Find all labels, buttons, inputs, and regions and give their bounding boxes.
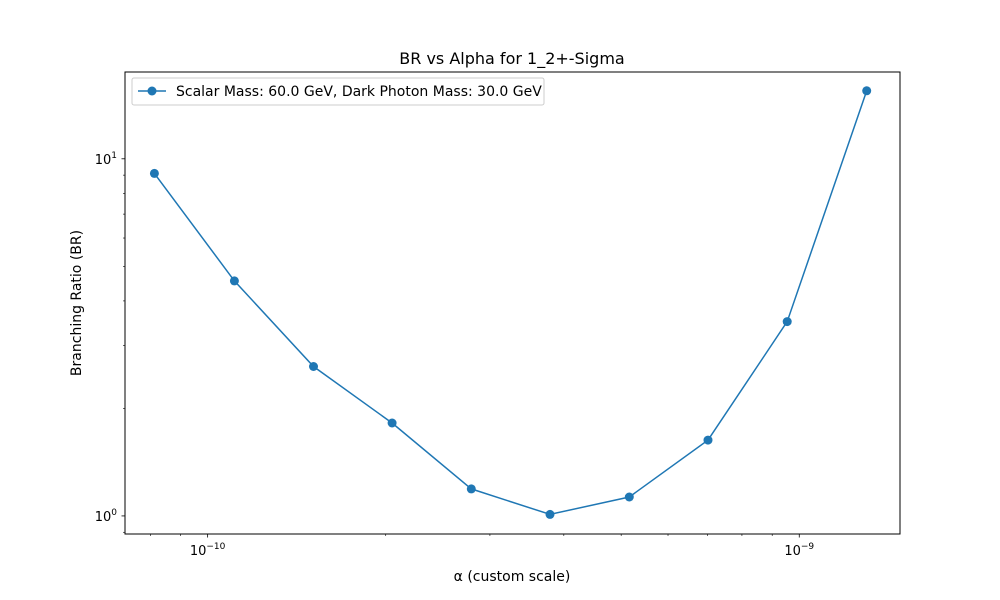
y-axis-label: Branching Ratio (BR) bbox=[69, 230, 85, 376]
series-line bbox=[153, 90, 868, 516]
data-point bbox=[624, 492, 634, 502]
plot-area-frame bbox=[124, 71, 901, 535]
data-point bbox=[862, 86, 872, 96]
data-point bbox=[545, 509, 555, 519]
chart-title: BR vs Alpha for 1_2+-Sigma bbox=[399, 49, 624, 69]
y-axis-ticks: 100 101 bbox=[95, 151, 125, 533]
data-point bbox=[309, 362, 318, 371]
y-tick-label: 101 bbox=[95, 151, 117, 168]
data-point bbox=[149, 168, 159, 178]
legend: Scalar Mass: 60.0 GeV, Dark Photon Mass:… bbox=[131, 77, 545, 106]
x-tick-label: 10−10 bbox=[190, 542, 226, 559]
data-point bbox=[703, 435, 713, 445]
data-point bbox=[782, 317, 792, 327]
data-point bbox=[466, 484, 476, 494]
legend-series-label: Scalar Mass: 60.0 GeV, Dark Photon Mass:… bbox=[176, 84, 542, 100]
x-axis-label: α (custom scale) bbox=[454, 569, 571, 585]
x-tick-label: 10−9 bbox=[784, 542, 814, 559]
data-point bbox=[229, 276, 239, 286]
series-layer bbox=[149, 86, 872, 519]
data-point bbox=[387, 418, 397, 428]
legend-frame bbox=[131, 77, 545, 106]
legend-marker-swatch bbox=[147, 86, 157, 96]
y-tick-label: 100 bbox=[95, 508, 118, 525]
